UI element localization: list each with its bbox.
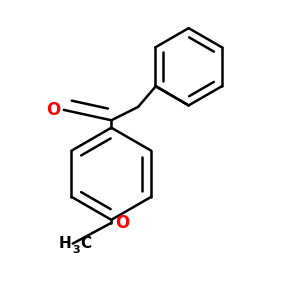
Text: C: C bbox=[81, 236, 92, 251]
Text: O: O bbox=[115, 214, 129, 232]
Text: 3: 3 bbox=[72, 245, 80, 255]
Text: H: H bbox=[58, 236, 71, 251]
Text: O: O bbox=[46, 101, 60, 119]
